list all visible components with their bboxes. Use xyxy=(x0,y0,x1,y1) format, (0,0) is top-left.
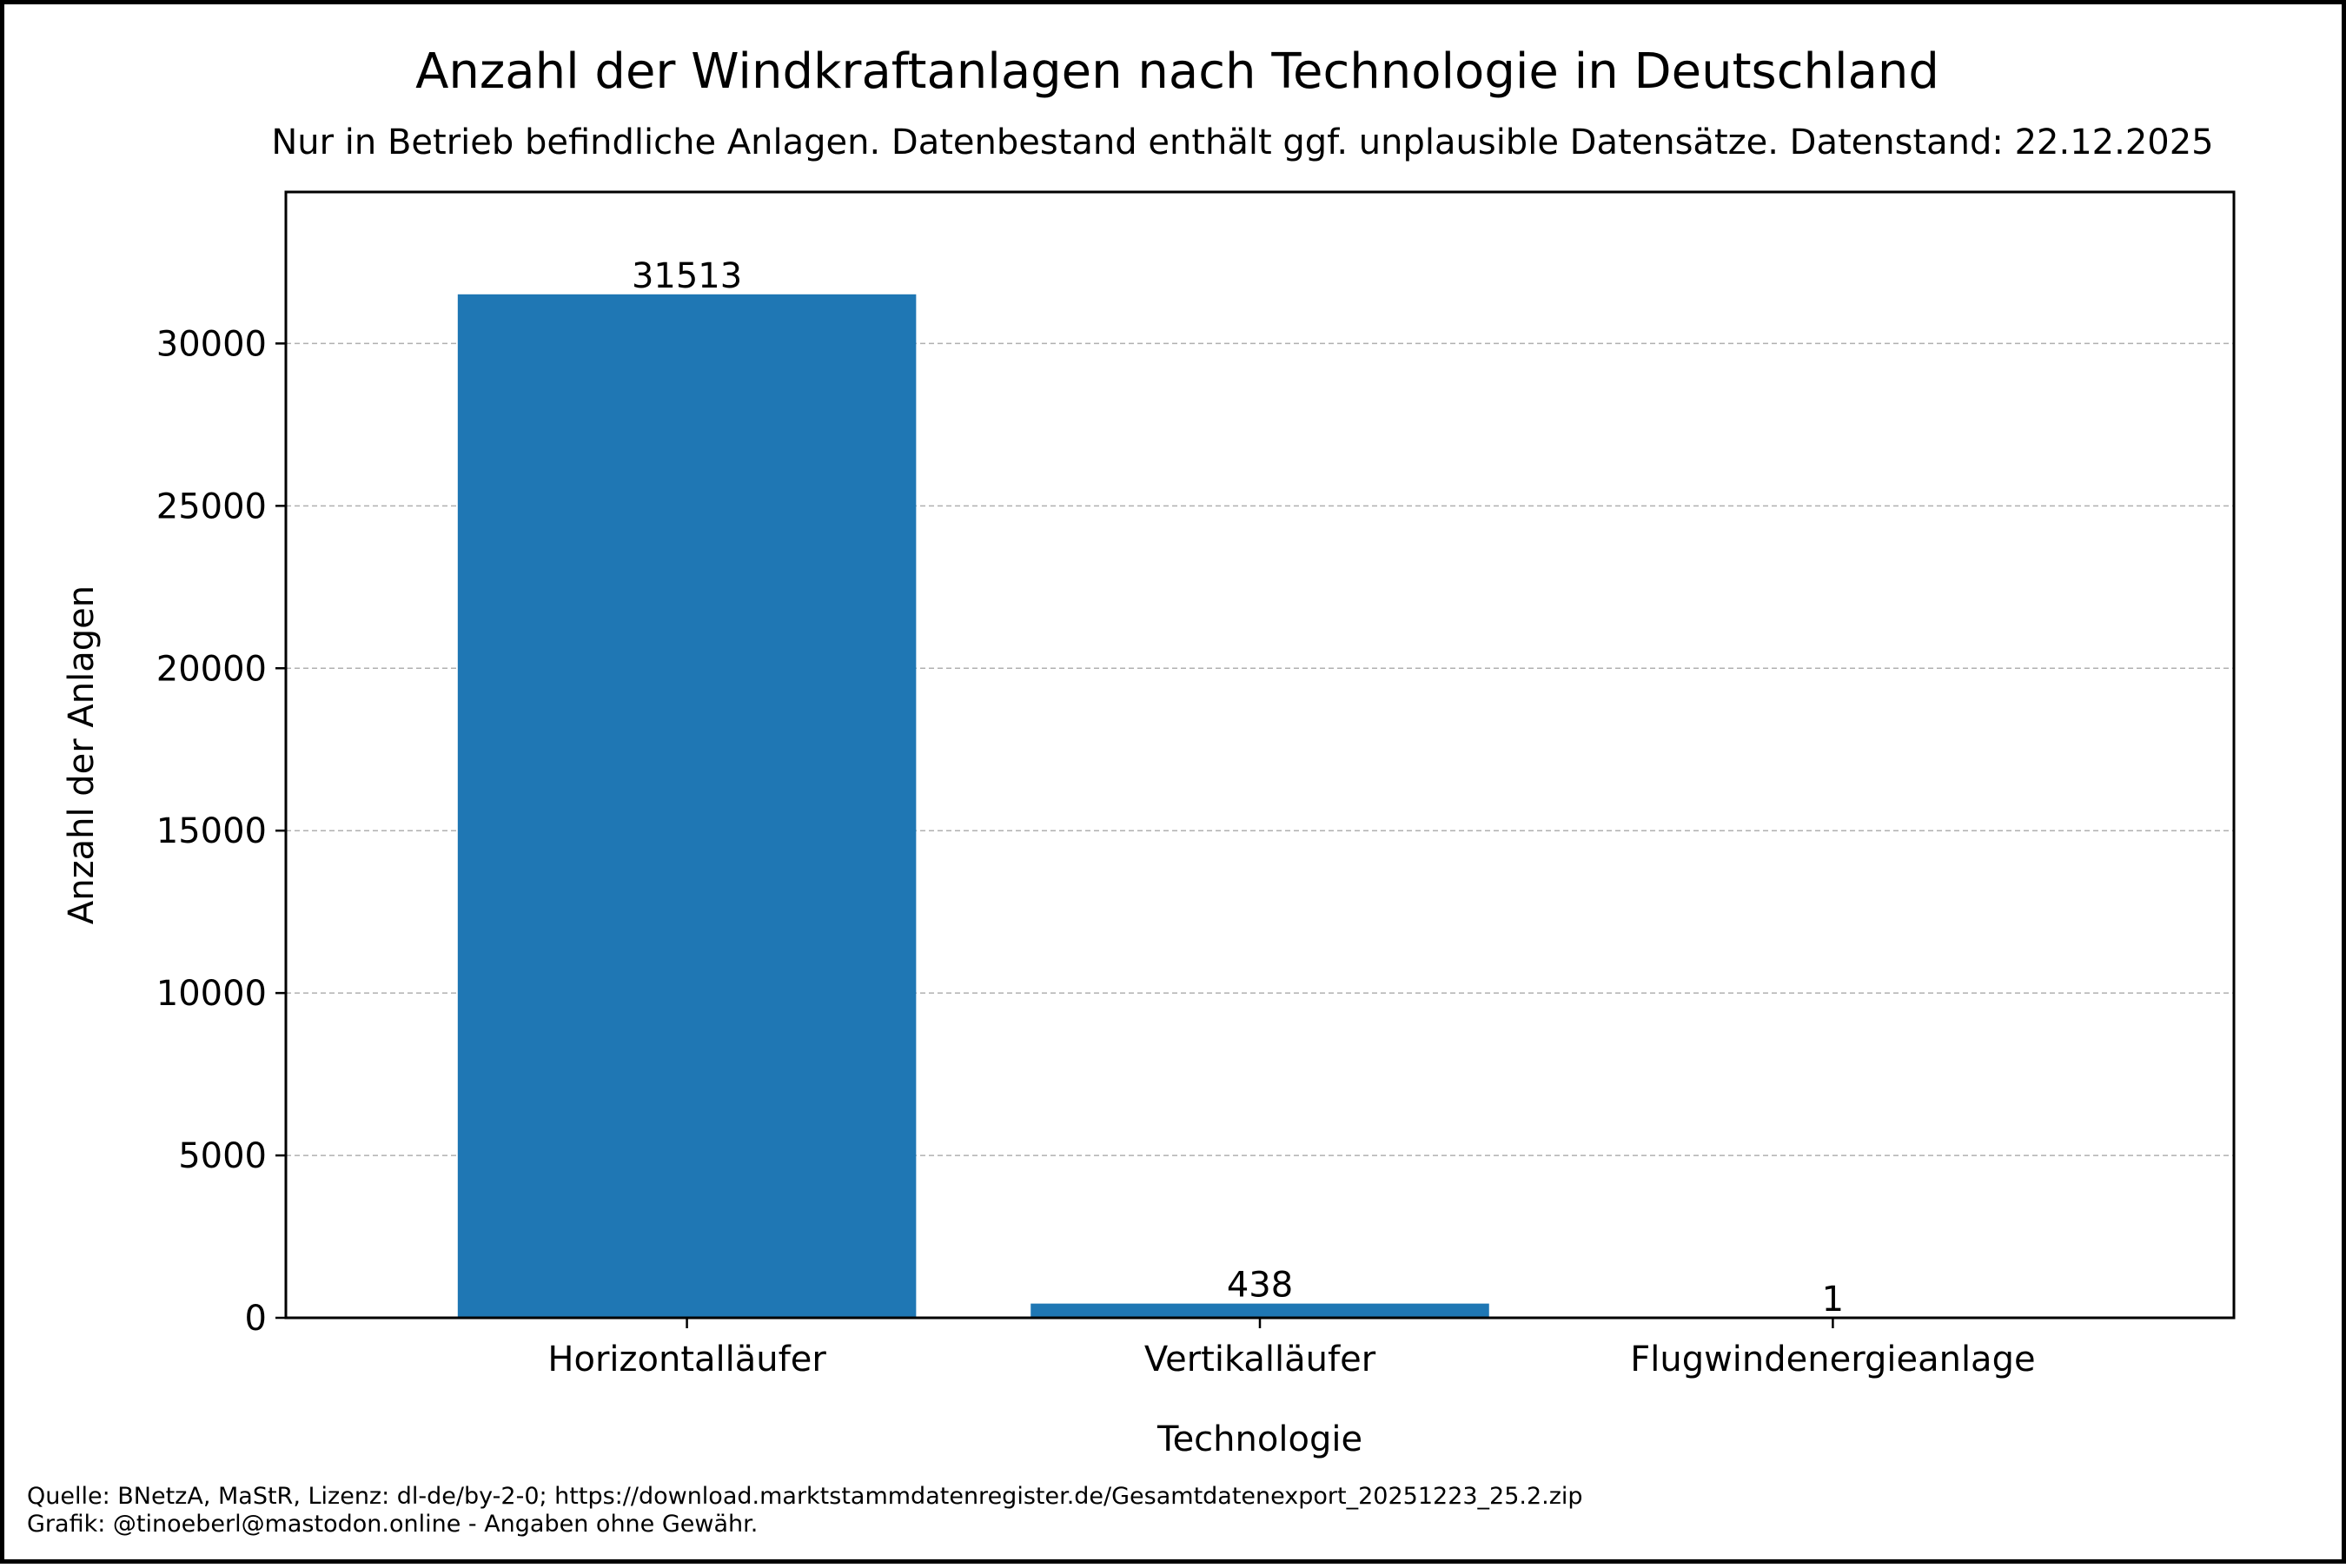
bar xyxy=(458,294,917,1318)
bars xyxy=(458,294,2062,1318)
bar-value-label: 1 xyxy=(1822,1280,1844,1320)
chart-subtitle: Nur in Betrieb befindliche Anlagen. Date… xyxy=(271,122,2213,162)
y-tick-label: 30000 xyxy=(156,324,267,364)
bar-value-label: 31513 xyxy=(632,256,742,296)
bar xyxy=(1031,1304,1489,1318)
x-tick-label: Horizontalläufer xyxy=(547,1340,826,1379)
x-axis-title: Technologie xyxy=(1156,1419,1362,1459)
bar-value-label: 438 xyxy=(1227,1266,1293,1306)
y-axis-title: Anzahl der Anlagen xyxy=(62,586,102,924)
credit-note: Grafik: @tinoeberl@mastodon.online - Ang… xyxy=(27,1511,1583,1538)
y-tick-label: 25000 xyxy=(156,486,267,526)
x-axis: Horizontalläufer Vertikalläufer Flugwinden… xyxy=(547,1318,2035,1379)
y-tick-label: 5000 xyxy=(178,1136,267,1176)
chart-title: Anzahl der Windkraftanlagen nach Technol… xyxy=(415,43,1939,100)
x-tick-label: Flugwindenergieanlage xyxy=(1630,1340,2035,1379)
bar-chart: Anzahl der Windkraftanlagen nach Technol… xyxy=(4,4,2346,1568)
footer-note: Quelle: BNetzA, MaStR, Lizenz: dl-de/by-… xyxy=(27,1483,1583,1538)
y-tick-label: 15000 xyxy=(156,811,267,851)
source-note: Quelle: BNetzA, MaStR, Lizenz: dl-de/by-… xyxy=(27,1483,1583,1511)
y-tick-label: 20000 xyxy=(156,649,267,689)
y-tick-label: 10000 xyxy=(156,974,267,1014)
y-axis: 0 5000 10000 15000 20000 25000 30000 xyxy=(156,324,286,1339)
x-tick-label: Vertikalläufer xyxy=(1144,1340,1376,1379)
y-tick-label: 0 xyxy=(245,1299,267,1339)
